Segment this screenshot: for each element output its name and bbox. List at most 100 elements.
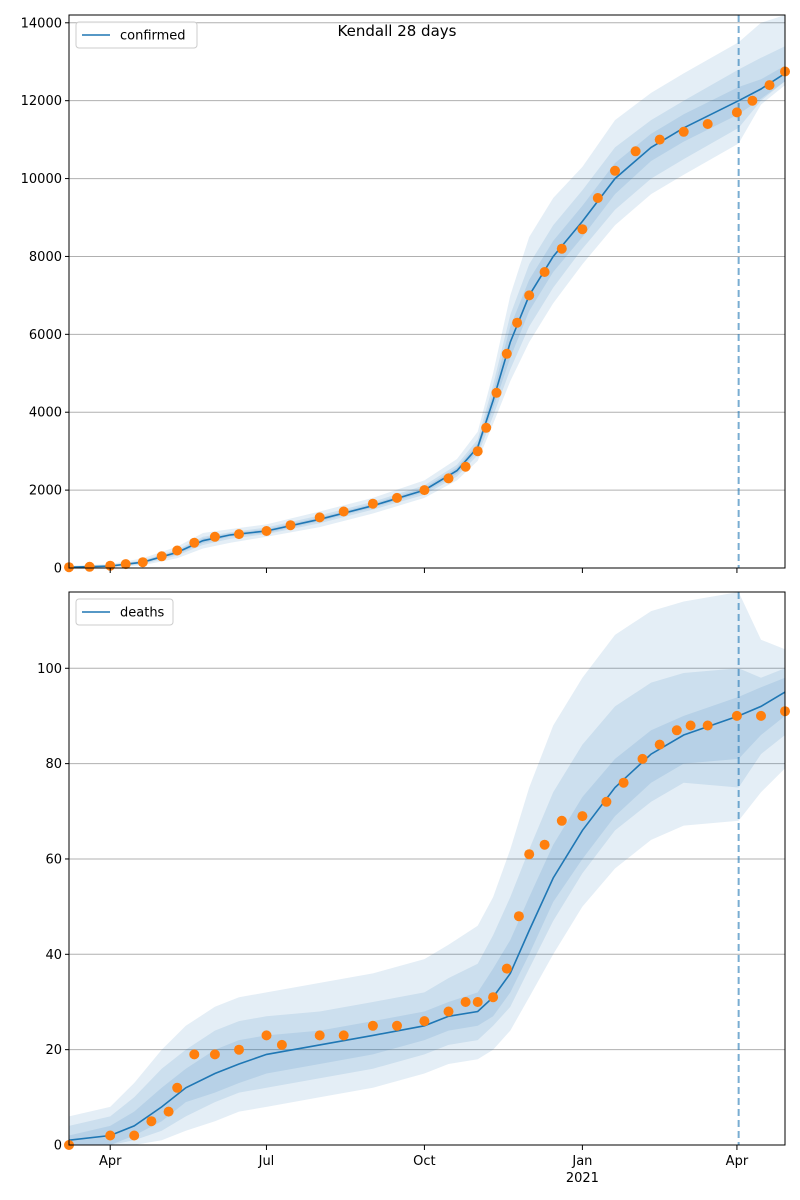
y-tick-label: 60 [45,852,62,867]
observed-point [105,1130,116,1141]
observed-point [209,531,220,542]
y-tick-label: 10000 [21,172,62,187]
observed-point [610,165,620,176]
legend-box [75,21,198,49]
y-tick-label: 12000 [21,94,62,109]
observed-point [524,849,535,860]
observed-point [367,498,378,509]
legend: confirmed [75,21,198,49]
confirmed-panel: 0 2000 4000 6000 8000 10000 12000 14000 confirme… [21,14,790,577]
observed-point [618,777,629,788]
x-tick-label: Apr [99,1154,122,1169]
x-tick-label: Oct [413,1154,435,1169]
observed-point [163,1106,174,1117]
observed-point [524,290,535,301]
observed-point [234,529,244,540]
legend-label: confirmed [120,29,186,44]
observed-point [513,911,524,922]
y-tick-label: 6000 [29,328,62,343]
observed-point [481,422,492,433]
confidence-band-2 [69,46,785,568]
observed-point [156,551,167,562]
y-tick-label: 100 [37,662,62,677]
observed-point [539,839,550,850]
observed-point [539,267,550,277]
y-tick-label: 2000 [29,484,62,499]
observed-point [654,134,665,145]
observed-point [472,997,483,1007]
axes-frame [68,591,786,1146]
observed-point [637,753,648,764]
observed-point [501,348,512,359]
x-tick-label: Jul [258,1154,275,1169]
observed-point [654,739,665,750]
observed-point [731,107,742,118]
observed-point [84,561,95,572]
observed-point [261,526,272,536]
observed-point [189,537,200,548]
observed-point [756,710,766,721]
observed-point [731,710,742,721]
observed-point [392,1020,402,1031]
confidence-band-1 [69,15,785,568]
y-tick-label: 20 [45,1043,62,1058]
observed-point [209,1049,220,1060]
observed-point [172,545,183,556]
observed-point [129,1130,140,1141]
observed-point [601,796,612,807]
observed-point [630,146,641,157]
observed-point [419,1016,430,1027]
observed-point [137,557,148,568]
y-tick-label: 4000 [29,406,62,421]
observed-point [592,193,603,203]
observed-point [512,317,523,328]
confidence-band-1 [69,592,785,1145]
observed-point [146,1116,157,1127]
legend-label: deaths [120,606,165,621]
figure-title: Kendall 28 days [338,22,457,40]
y-tick-label: 80 [45,757,62,772]
y-tick-label: 14000 [21,16,62,31]
observed-point [367,1020,378,1031]
observed-point [472,446,483,457]
observed-point [556,815,567,826]
observed-point [764,80,775,91]
observed-point [577,811,588,822]
observed-point [671,725,682,736]
observed-point [443,1006,454,1017]
observed-point [338,506,349,517]
observed-point [234,1044,244,1055]
observed-point [314,1030,325,1041]
observed-point [285,520,296,531]
observed-point [501,963,512,974]
deaths-panel: 0 20 40 60 80 100 Apr Jul Oct Jan 2021 Apr deaths [37,591,790,1186]
y-tick-label: 40 [45,948,62,963]
x-tick-label: Apr [726,1154,749,1169]
observed-point [314,512,325,523]
confidence-band-2 [69,668,785,1145]
x-tick-sublabel: 2021 [566,1171,599,1186]
observed-point [172,1082,183,1093]
confidence-band-3 [69,677,785,1145]
y-tick-label: 0 [54,562,62,577]
x-tick-label: Jan [571,1154,592,1169]
axes-frame [68,14,786,569]
observed-point [419,485,430,496]
observed-point [120,559,131,570]
observed-point [556,243,567,254]
model-line [68,691,786,1141]
legend-box [75,598,174,626]
observed-point [276,1039,287,1050]
observed-point [189,1049,200,1060]
legend: deaths [75,598,174,626]
observed-point [491,387,502,398]
observed-point [577,224,588,235]
observed-point [460,461,471,472]
observed-point [702,720,713,731]
observed-point [392,492,402,503]
observed-point [678,126,689,137]
observed-point [488,992,499,1003]
y-tick-label: 0 [54,1139,62,1154]
observed-point [443,473,454,484]
